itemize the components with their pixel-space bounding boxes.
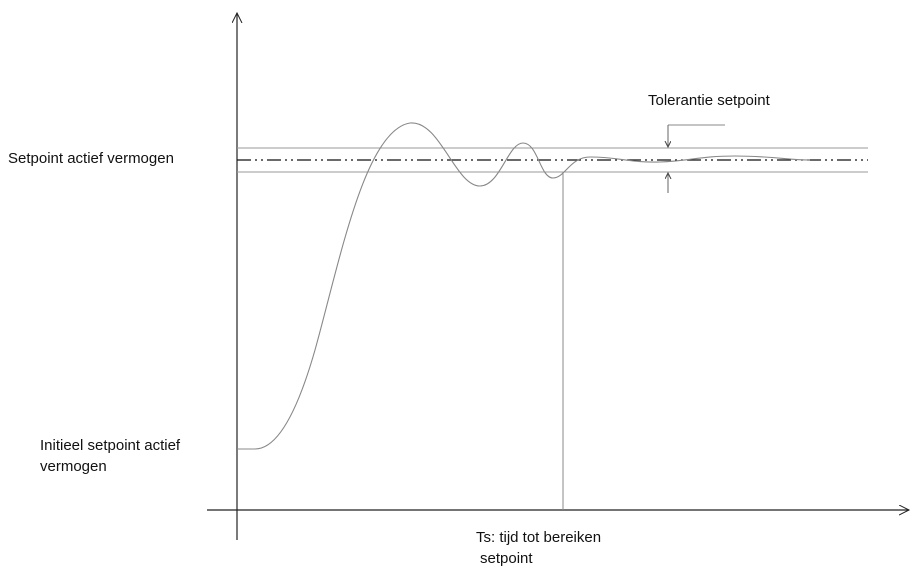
settling-label: setpoint xyxy=(480,550,533,567)
initial-label: Initieel setpoint actief xyxy=(40,437,181,454)
tolerance-label: Tolerantie setpoint xyxy=(648,92,771,109)
response-curve xyxy=(237,122,811,450)
settling-label: Ts: tijd tot bereiken xyxy=(476,529,601,546)
setpoint-label: Setpoint actief vermogen xyxy=(8,150,174,167)
initial-label: vermogen xyxy=(40,458,107,475)
